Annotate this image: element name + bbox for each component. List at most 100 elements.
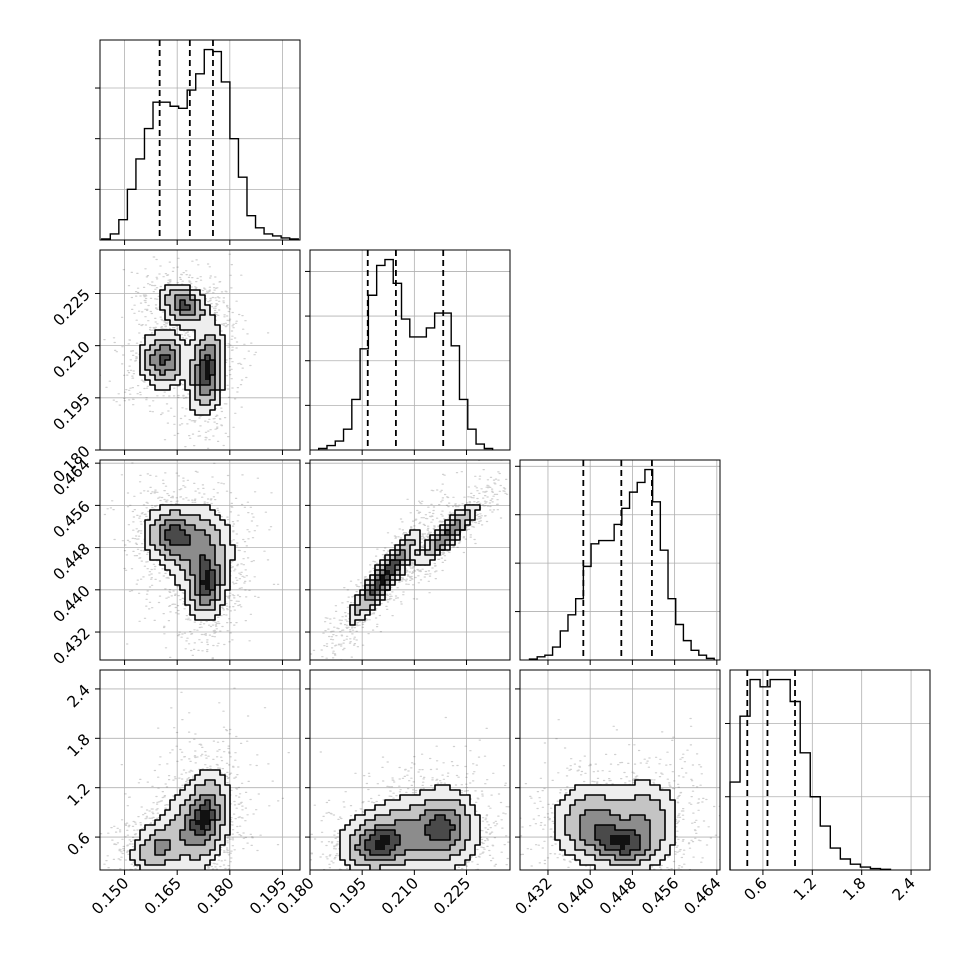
density-cell xyxy=(430,790,436,796)
density-cell xyxy=(140,855,146,861)
density-cell xyxy=(660,810,666,816)
density-cell xyxy=(645,860,651,866)
density-cell xyxy=(200,335,206,341)
density-cell xyxy=(455,520,461,526)
density-cell xyxy=(215,595,221,601)
density-cell xyxy=(150,510,156,516)
density-cell xyxy=(220,535,226,541)
density-cell xyxy=(645,855,651,861)
density-cell xyxy=(220,840,226,846)
density-cell xyxy=(440,825,446,831)
density-cell xyxy=(175,535,181,541)
density-cell xyxy=(190,555,196,561)
density-cell xyxy=(445,535,451,541)
contour-line xyxy=(164,524,216,596)
density-cell xyxy=(195,545,201,551)
density-cell xyxy=(580,815,586,821)
density-cell xyxy=(225,810,231,816)
density-cell xyxy=(225,555,231,561)
density-cell xyxy=(595,840,601,846)
density-cell xyxy=(395,845,401,851)
density-cell xyxy=(665,835,671,841)
density-cell xyxy=(645,845,651,851)
density-cell xyxy=(340,830,346,836)
density-cell xyxy=(395,840,401,846)
density-cell xyxy=(375,860,381,866)
density-cell xyxy=(440,855,446,861)
density-cell xyxy=(205,850,211,856)
density-cell xyxy=(560,805,566,811)
density-cell xyxy=(425,555,431,561)
density-cell xyxy=(345,845,351,851)
density-cell xyxy=(220,335,226,341)
density-cell xyxy=(215,815,221,821)
density-cell xyxy=(190,595,196,601)
density-cell xyxy=(350,865,356,870)
density-cell xyxy=(165,840,171,846)
density-cell xyxy=(150,520,156,526)
density-cell xyxy=(185,510,191,516)
density-cell xyxy=(655,830,661,836)
density-cell xyxy=(365,610,371,616)
density-cell xyxy=(210,575,216,581)
density-cell xyxy=(425,560,431,566)
density-cell xyxy=(205,330,211,336)
density-cell xyxy=(200,540,206,546)
contour-line xyxy=(159,519,221,606)
density-cell xyxy=(180,545,186,551)
density-cell xyxy=(410,795,416,801)
density-cell xyxy=(175,360,181,366)
density-cell xyxy=(665,810,671,816)
density-cell xyxy=(370,605,376,611)
density-cell xyxy=(365,850,371,856)
density-cell xyxy=(190,610,196,616)
density-cell xyxy=(200,560,206,566)
density-cell xyxy=(135,850,141,856)
density-cell xyxy=(190,810,196,816)
density-cell xyxy=(225,820,231,826)
density-cell xyxy=(175,505,181,511)
density-cell xyxy=(185,845,191,851)
density-cell xyxy=(210,355,216,361)
density-cell xyxy=(615,785,621,791)
density-cell xyxy=(665,840,671,846)
density-cell xyxy=(210,510,216,516)
density-cell xyxy=(210,380,216,386)
density-cell xyxy=(595,800,601,806)
density-cell xyxy=(445,540,451,546)
density-cell xyxy=(175,825,181,831)
density-cell xyxy=(590,835,596,841)
density-cell xyxy=(205,775,211,781)
density-cell xyxy=(200,780,206,786)
axes-frame xyxy=(99,39,301,241)
x-tick-label: 0.150 xyxy=(88,874,132,918)
density-cell xyxy=(370,860,376,866)
density-cell xyxy=(145,855,151,861)
density-cell xyxy=(200,800,206,806)
density-cell xyxy=(415,555,421,561)
density-cell xyxy=(670,810,676,816)
density-cell xyxy=(455,840,461,846)
density-cell xyxy=(155,535,161,541)
density-cell xyxy=(650,820,656,826)
density-cell xyxy=(420,795,426,801)
density-cell xyxy=(585,840,591,846)
density-cell xyxy=(220,590,226,596)
density-cell xyxy=(210,600,216,606)
density-cell xyxy=(210,825,216,831)
density-cell xyxy=(150,545,156,551)
density-cell xyxy=(195,300,201,306)
density-cell xyxy=(640,795,646,801)
density-cell xyxy=(175,530,181,536)
density-cell xyxy=(190,375,196,381)
density-cell xyxy=(200,815,206,821)
density-cell xyxy=(465,855,471,861)
density-cell xyxy=(180,355,186,361)
density-cell xyxy=(170,830,176,836)
density-cell xyxy=(575,790,581,796)
density-cell xyxy=(370,810,376,816)
density-cell xyxy=(640,840,646,846)
density-cell xyxy=(195,785,201,791)
density-cell xyxy=(155,860,161,866)
density-cell xyxy=(180,790,186,796)
